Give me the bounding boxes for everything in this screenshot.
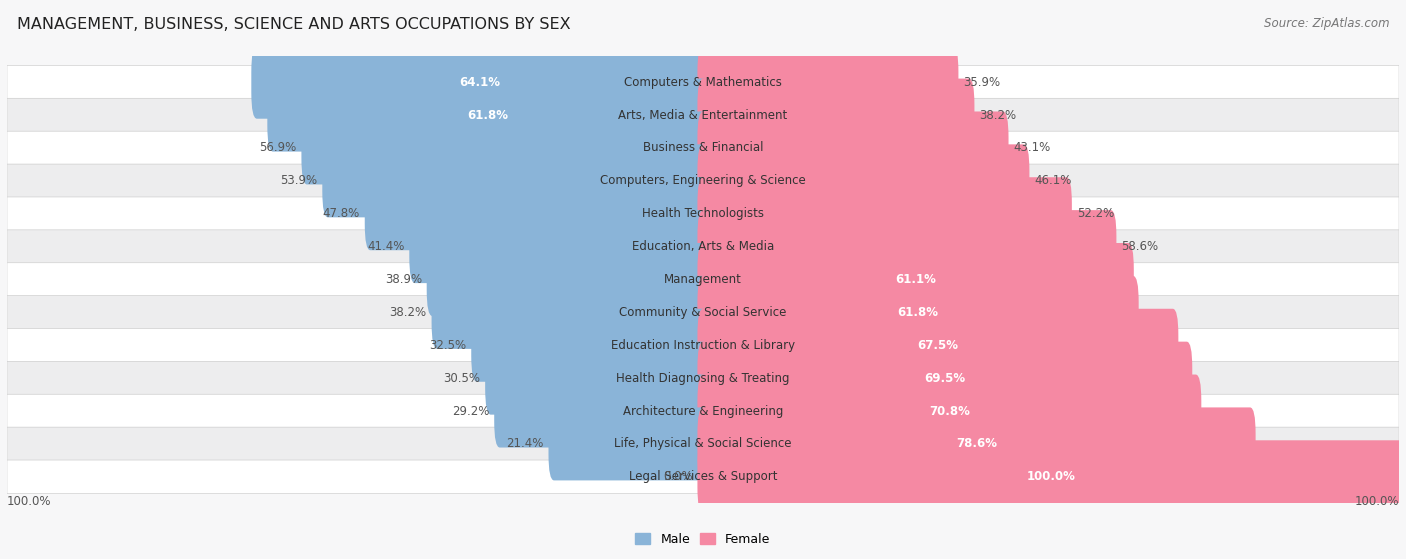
Text: 21.4%: 21.4% [506,437,544,451]
Text: 38.2%: 38.2% [389,306,426,319]
FancyBboxPatch shape [697,111,1008,184]
Text: 38.2%: 38.2% [980,108,1017,122]
Text: 29.2%: 29.2% [451,405,489,418]
FancyBboxPatch shape [432,276,709,349]
FancyBboxPatch shape [7,131,1399,165]
FancyBboxPatch shape [697,46,959,119]
Text: Architecture & Engineering: Architecture & Engineering [623,405,783,418]
FancyBboxPatch shape [697,79,974,151]
FancyBboxPatch shape [697,440,1405,513]
Text: Community & Social Service: Community & Social Service [619,306,787,319]
FancyBboxPatch shape [548,408,709,480]
FancyBboxPatch shape [7,98,1399,132]
FancyBboxPatch shape [697,243,1133,316]
FancyBboxPatch shape [697,408,1256,480]
Text: 52.2%: 52.2% [1077,207,1114,220]
FancyBboxPatch shape [7,361,1399,395]
Text: 67.5%: 67.5% [917,339,959,352]
FancyBboxPatch shape [252,46,709,119]
Text: 38.9%: 38.9% [385,273,422,286]
Text: 78.6%: 78.6% [956,437,997,451]
Text: Life, Physical & Social Science: Life, Physical & Social Science [614,437,792,451]
FancyBboxPatch shape [697,342,1192,415]
Text: 0.0%: 0.0% [664,470,693,484]
Text: Computers, Engineering & Science: Computers, Engineering & Science [600,174,806,187]
Text: Management: Management [664,273,742,286]
FancyBboxPatch shape [301,111,709,184]
Text: Health Technologists: Health Technologists [643,207,763,220]
Text: 43.1%: 43.1% [1014,141,1050,154]
FancyBboxPatch shape [322,144,709,217]
FancyBboxPatch shape [495,375,709,448]
FancyBboxPatch shape [697,210,1116,283]
Text: 35.9%: 35.9% [963,75,1001,89]
Text: 46.1%: 46.1% [1035,174,1071,187]
Text: Legal Services & Support: Legal Services & Support [628,470,778,484]
FancyBboxPatch shape [7,230,1399,263]
FancyBboxPatch shape [697,309,1178,382]
Text: 69.5%: 69.5% [924,372,966,385]
FancyBboxPatch shape [7,65,1399,99]
FancyBboxPatch shape [7,427,1399,461]
FancyBboxPatch shape [697,375,1201,448]
Text: 61.8%: 61.8% [897,306,939,319]
Text: 47.8%: 47.8% [322,207,360,220]
Text: Health Diagnosing & Treating: Health Diagnosing & Treating [616,372,790,385]
FancyBboxPatch shape [426,243,709,316]
Text: 30.5%: 30.5% [443,372,481,385]
Text: 70.8%: 70.8% [929,405,970,418]
FancyBboxPatch shape [7,296,1399,329]
FancyBboxPatch shape [697,144,1029,217]
Text: 32.5%: 32.5% [429,339,467,352]
Text: Source: ZipAtlas.com: Source: ZipAtlas.com [1264,17,1389,30]
FancyBboxPatch shape [364,177,709,250]
Text: 100.0%: 100.0% [1026,470,1076,484]
Text: 53.9%: 53.9% [280,174,318,187]
Text: Computers & Mathematics: Computers & Mathematics [624,75,782,89]
FancyBboxPatch shape [485,342,709,415]
FancyBboxPatch shape [7,460,1399,494]
Text: Business & Financial: Business & Financial [643,141,763,154]
FancyBboxPatch shape [7,329,1399,362]
Text: 100.0%: 100.0% [1354,495,1399,508]
FancyBboxPatch shape [7,263,1399,296]
FancyBboxPatch shape [267,79,709,151]
FancyBboxPatch shape [7,164,1399,198]
Legend: Male, Female: Male, Female [630,528,776,551]
FancyBboxPatch shape [697,276,1139,349]
Text: 58.6%: 58.6% [1121,240,1159,253]
Text: 61.8%: 61.8% [467,108,509,122]
FancyBboxPatch shape [409,210,709,283]
FancyBboxPatch shape [471,309,709,382]
Text: MANAGEMENT, BUSINESS, SCIENCE AND ARTS OCCUPATIONS BY SEX: MANAGEMENT, BUSINESS, SCIENCE AND ARTS O… [17,17,571,32]
Text: 56.9%: 56.9% [259,141,297,154]
Text: Education Instruction & Library: Education Instruction & Library [612,339,794,352]
Text: Arts, Media & Entertainment: Arts, Media & Entertainment [619,108,787,122]
FancyBboxPatch shape [7,394,1399,428]
Text: Education, Arts & Media: Education, Arts & Media [631,240,775,253]
Text: 41.4%: 41.4% [367,240,405,253]
Text: 64.1%: 64.1% [460,75,501,89]
Text: 61.1%: 61.1% [896,273,936,286]
FancyBboxPatch shape [697,177,1071,250]
FancyBboxPatch shape [7,197,1399,230]
Text: 100.0%: 100.0% [7,495,52,508]
